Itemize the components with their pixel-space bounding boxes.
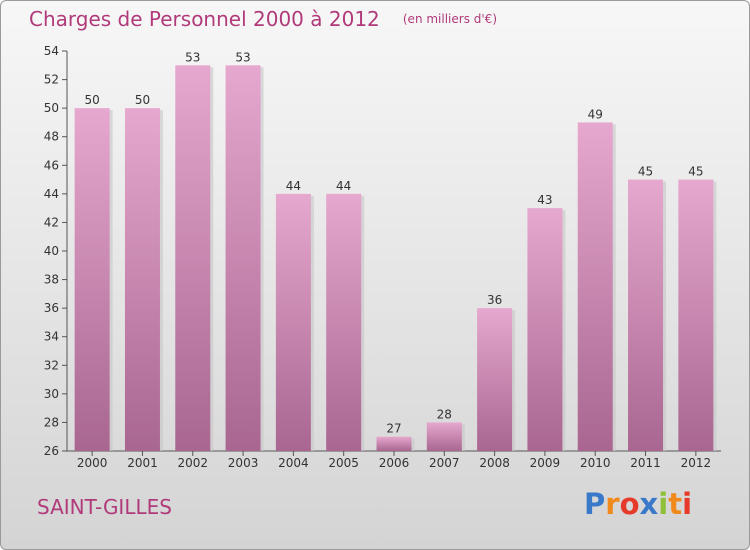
bar-2001 [124,108,160,452]
y-tick-label: 30 [44,387,59,401]
y-tick-label: 54 [44,44,59,58]
value-labels: 50 50 53 53 44 44 27 28 36 43 49 45 45 [85,50,704,435]
x-tick-label: 2002 [177,456,208,470]
x-tick-label: 2000 [77,456,108,470]
town-name: SAINT-GILLES [37,495,172,519]
value-label: 28 [437,407,452,421]
bar-2006 [376,436,412,451]
x-tick-label: 2009 [530,456,561,470]
bars [74,65,717,452]
bar-2009 [527,208,563,451]
value-label: 45 [638,165,653,179]
y-tick-label: 26 [44,444,59,458]
bar-2002 [175,65,211,452]
logo-letter: r [605,487,620,521]
x-tick-label: 2007 [429,456,460,470]
x-tick-label: 2012 [681,456,712,470]
value-label: 53 [185,50,200,64]
bar-2008 [477,308,513,451]
bar-2005 [326,193,362,451]
chart-subtitle: (en milliers d'€) [402,12,497,26]
value-label: 44 [336,179,351,193]
value-label: 50 [135,93,150,107]
value-label: 49 [588,107,603,121]
value-label: 53 [235,50,250,64]
value-label: 44 [286,179,301,193]
y-tick-label: 44 [44,187,59,201]
bar-2010 [577,122,613,451]
x-tick-label: 2006 [379,456,410,470]
logo-letter: P [584,487,606,521]
y-tick-label: 46 [44,158,59,172]
bar-2004 [275,193,311,451]
x-tick-label: 2005 [328,456,359,470]
value-label: 50 [85,93,100,107]
logo-letter: x [639,487,659,521]
logo-letter: t [668,487,683,521]
x-tick-label: 2003 [228,456,259,470]
x-tick-label: 2008 [479,456,510,470]
y-tick-label: 38 [44,273,59,287]
y-tick-label: 42 [44,215,59,229]
title-row: Charges de Personnel 2000 à 2012 (en mil… [29,7,497,31]
y-tick-label: 34 [44,330,59,344]
x-tick-label: 2010 [580,456,611,470]
logo-letter: i [682,487,693,521]
x-tick-label: 2011 [630,456,661,470]
axes: 26 28 30 32 34 36 38 40 42 44 46 48 50 52 54 2000 2001 20… [44,44,721,470]
bar-2012 [678,179,714,452]
y-tick-label: 36 [44,301,59,315]
logo-letter: o [619,487,640,521]
x-tick-label: 2001 [127,456,158,470]
value-label: 43 [537,193,552,207]
bar-2003 [225,65,261,452]
value-label: 36 [487,293,502,307]
chart-title: Charges de Personnel 2000 à 2012 [29,7,380,31]
y-tick-label: 48 [44,130,59,144]
bar-2007 [426,422,462,451]
value-label: 27 [386,422,401,436]
bar-2000 [74,108,110,452]
x-tick-label: 2004 [278,456,309,470]
y-tick-label: 32 [44,358,59,372]
logo-letter: i [658,487,669,521]
bar-2011 [628,179,664,452]
y-tick-label: 28 [44,415,59,429]
y-tick-label: 52 [44,73,59,87]
y-tick-label: 50 [44,101,59,115]
y-tick-label: 40 [44,244,59,258]
proxiti-logo: Proxiti [584,487,692,521]
value-label: 45 [688,165,703,179]
